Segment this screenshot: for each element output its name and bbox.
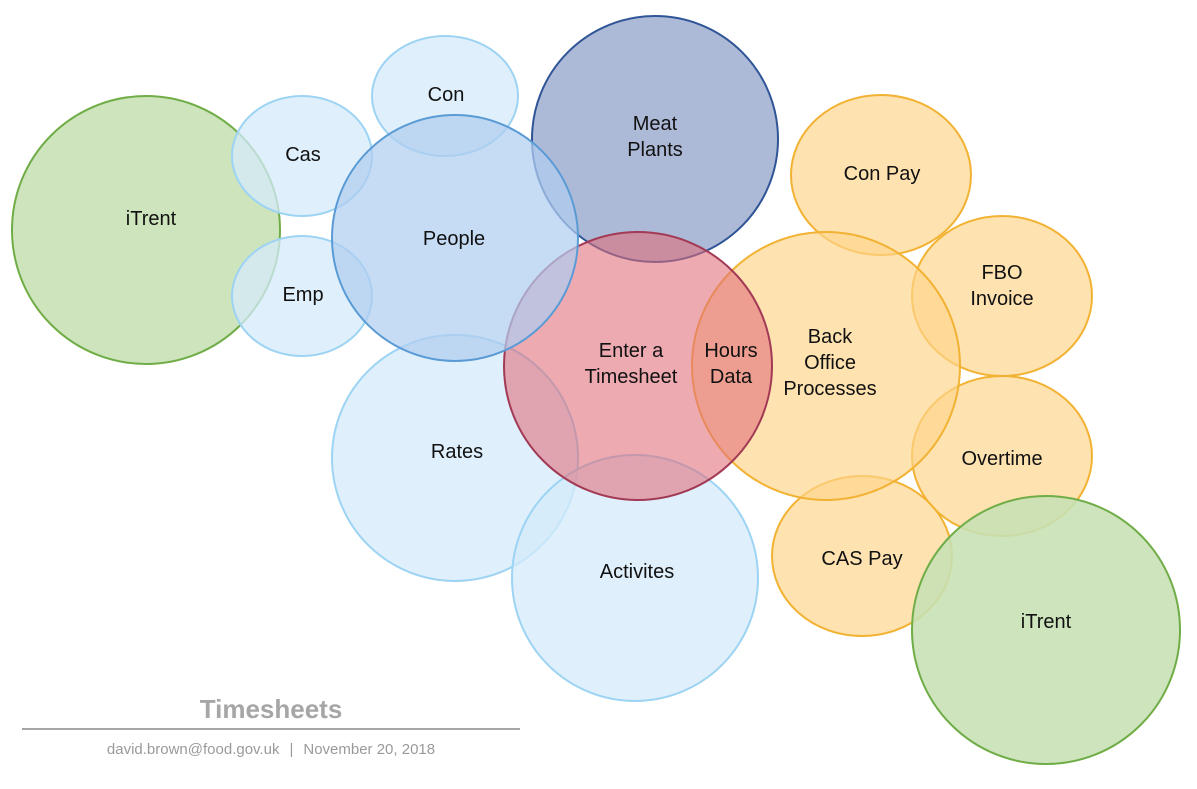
bubble-label-line: Hours bbox=[704, 340, 757, 362]
bubble-label-emp: Emp bbox=[282, 284, 323, 306]
bubble-label-con: Con bbox=[428, 84, 465, 106]
bubble-label-cas-pay: CAS Pay bbox=[821, 548, 902, 570]
diagram-meta: david.brown@food.gov.uk | November 20, 201… bbox=[22, 741, 520, 758]
bubble-label-line: Office bbox=[804, 352, 856, 374]
bubble-label-line: Overtime bbox=[961, 448, 1042, 470]
bubble-label-line: FBO bbox=[981, 262, 1022, 284]
bubble-layer bbox=[11, 15, 1181, 765]
bubble-label-hours-data: Hours Data bbox=[704, 340, 757, 388]
bubble-label-line: Processes bbox=[783, 378, 876, 400]
bubble-label-people: People bbox=[423, 228, 485, 250]
bubble-label-enter-timesheet: Enter a Timesheet bbox=[585, 340, 678, 388]
bubble-label-line: Emp bbox=[282, 284, 323, 306]
label-layer: iTrent Cas Emp Con Rates People Meat Plants Acti… bbox=[126, 84, 1072, 633]
bubble-label-line: iTrent bbox=[126, 208, 177, 230]
bubble-label-line: Back bbox=[808, 326, 853, 348]
bubble-label-line: Cas bbox=[285, 144, 321, 166]
title-divider bbox=[22, 728, 520, 730]
bubble-label-back-office: Back Office Processes bbox=[783, 326, 876, 400]
bubble-label-con-pay: Con Pay bbox=[844, 163, 921, 185]
diagram-date: November 20, 2018 bbox=[303, 741, 436, 758]
bubble-label-itrent-right: iTrent bbox=[1021, 611, 1072, 633]
bubble-itrent-right bbox=[911, 495, 1181, 765]
bubble-label-line: CAS Pay bbox=[821, 548, 902, 570]
bubble-label-line: Activites bbox=[600, 561, 674, 583]
bubble-label-line: Timesheet bbox=[585, 366, 678, 388]
bubble-people bbox=[331, 114, 579, 362]
bubble-itrent-left bbox=[11, 95, 281, 365]
bubble-label-rates: Rates bbox=[431, 441, 483, 463]
bubble-label-line: Con bbox=[428, 84, 465, 106]
bubble-label-line: iTrent bbox=[1021, 611, 1072, 633]
bubble-label-meat-plants: Meat Plants bbox=[627, 113, 683, 161]
bubble-label-line: Data bbox=[710, 366, 753, 388]
bubble-label-line: Plants bbox=[627, 139, 683, 161]
bubble-label-overtime: Overtime bbox=[961, 448, 1042, 470]
bubble-label-fbo-invoice: FBO Invoice bbox=[970, 262, 1033, 310]
bubble-label-itrent-left: iTrent bbox=[126, 208, 177, 230]
bubble-label-line: Rates bbox=[431, 441, 483, 463]
bubble-label-cas: Cas bbox=[285, 144, 321, 166]
bubble-label-line: Meat bbox=[633, 113, 678, 135]
bubble-label-line: People bbox=[423, 228, 485, 250]
diagram-title: Timesheets bbox=[199, 694, 343, 724]
bubble-label-activites: Activites bbox=[600, 561, 674, 583]
meta-separator: | bbox=[289, 741, 294, 758]
bubble-label-line: Invoice bbox=[970, 288, 1033, 310]
bubble-enter-timesheet bbox=[503, 231, 773, 501]
author-email: david.brown@food.gov.uk bbox=[106, 741, 280, 758]
bubble-label-line: Enter a bbox=[599, 340, 664, 362]
bubble-label-line: Con Pay bbox=[844, 163, 921, 185]
